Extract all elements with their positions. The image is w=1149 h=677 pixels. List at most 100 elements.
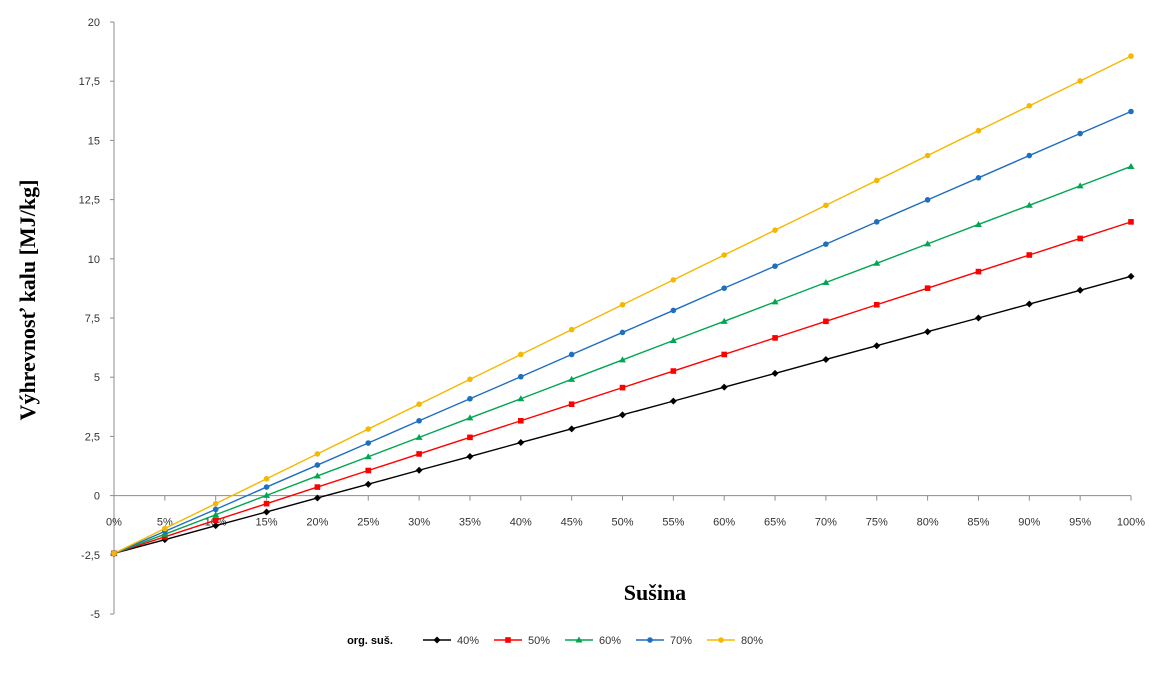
- legend-marker: [647, 637, 653, 643]
- x-axis-label: Sušina: [624, 580, 686, 605]
- legend-title: org. suš.: [347, 635, 393, 647]
- data-point: [924, 152, 931, 159]
- data-point: [467, 395, 473, 402]
- data-point: [924, 285, 931, 291]
- data-point: [771, 298, 779, 305]
- data-point: [212, 522, 220, 530]
- data-point: [365, 440, 372, 446]
- data-point: [263, 508, 271, 516]
- y-tick-label: 17,5: [79, 76, 100, 88]
- x-tick-label: 90%: [1018, 517, 1040, 529]
- data-point: [365, 426, 372, 432]
- data-point: [721, 351, 727, 358]
- data-point: [669, 397, 677, 405]
- y-axis: -5 -2,5 0 2,5 5 7,5 10 12,5 15 17,5 20: [79, 17, 115, 621]
- data-point: [1077, 78, 1083, 84]
- data-point: [517, 395, 525, 402]
- data-point: [314, 484, 321, 490]
- data-point: [975, 127, 982, 134]
- data-point: [974, 220, 982, 227]
- data-point: [416, 401, 422, 407]
- x-tick-label: 70%: [815, 517, 837, 529]
- x-tick-label: 65%: [764, 517, 786, 529]
- y-tick-label: 5: [94, 372, 100, 384]
- legend-label: 40%: [457, 635, 479, 647]
- data-point: [416, 417, 422, 424]
- x-tick-label: 0%: [106, 517, 122, 529]
- data-point: [873, 177, 880, 184]
- legend-marker: [575, 636, 583, 643]
- y-tick-label: -5: [90, 609, 100, 621]
- data-point: [263, 475, 270, 482]
- data-point: [924, 328, 932, 336]
- x-tick-label: 95%: [1069, 517, 1091, 529]
- data-point: [467, 376, 473, 383]
- legend-label: 60%: [599, 635, 621, 647]
- data-point: [721, 252, 727, 258]
- x-tick-label: 85%: [967, 517, 989, 529]
- data-point: [1076, 182, 1084, 189]
- data-point: [415, 466, 423, 474]
- data-point: [313, 494, 321, 502]
- data-point: [823, 241, 829, 247]
- data-point: [212, 511, 220, 518]
- data-point: [772, 335, 778, 341]
- legend-label: 70%: [670, 635, 692, 647]
- x-tick-label: 60%: [713, 517, 735, 529]
- y-axis-label: Výhrevnosť kalu [MJ/kg]: [15, 180, 40, 421]
- data-point: [314, 462, 321, 468]
- x-tick-label: 5%: [157, 517, 173, 529]
- data-point: [720, 383, 728, 391]
- x-tick-label: 40%: [510, 517, 532, 529]
- x-tick-label: 35%: [459, 517, 481, 529]
- data-point: [772, 263, 778, 269]
- series-60pct: [110, 162, 1135, 556]
- data-point: [1128, 219, 1134, 225]
- data-point: [416, 451, 422, 457]
- data-point: [669, 336, 677, 343]
- y-tick-label: 2,5: [85, 431, 100, 443]
- x-tick-label: 80%: [917, 517, 939, 529]
- data-point: [873, 301, 880, 308]
- legend: org. suš. 40% 50% 60% 70% 80%: [347, 635, 763, 647]
- data-point: [720, 317, 728, 324]
- legend-marker: [718, 637, 724, 643]
- series-80pct: [111, 53, 1134, 557]
- y-tick-label: -2,5: [81, 550, 100, 562]
- data-point: [975, 175, 982, 181]
- legend-marker: [433, 636, 441, 644]
- x-tick-label: 45%: [561, 517, 583, 529]
- y-tick-label: 7,5: [85, 313, 100, 325]
- data-point: [823, 202, 829, 209]
- data-point: [1077, 235, 1083, 242]
- data-point: [415, 433, 423, 440]
- x-tick-label: 25%: [357, 517, 379, 529]
- data-point: [364, 480, 372, 488]
- data-point: [721, 285, 727, 291]
- data-point: [314, 451, 321, 457]
- data-point: [974, 314, 982, 322]
- x-tick-label: 20%: [306, 517, 328, 529]
- data-point: [364, 453, 372, 460]
- data-point: [1025, 201, 1033, 208]
- data-point: [1026, 152, 1033, 159]
- series-40pct: [110, 272, 1135, 557]
- x-tick-label: 50%: [611, 517, 633, 529]
- data-point: [212, 506, 219, 513]
- data-point: [162, 534, 168, 540]
- series-50pct: [111, 219, 1134, 557]
- data-point: [263, 500, 270, 507]
- data-point: [873, 219, 880, 225]
- data-point: [518, 373, 524, 380]
- data-point: [924, 240, 932, 247]
- data-point: [873, 259, 881, 266]
- data-point: [619, 356, 626, 363]
- series-layer: [110, 53, 1135, 557]
- legend-item: 60%: [565, 635, 621, 647]
- data-point: [365, 467, 372, 474]
- data-point: [670, 368, 677, 374]
- data-point: [823, 318, 829, 325]
- data-point: [313, 472, 321, 479]
- data-point: [822, 278, 830, 285]
